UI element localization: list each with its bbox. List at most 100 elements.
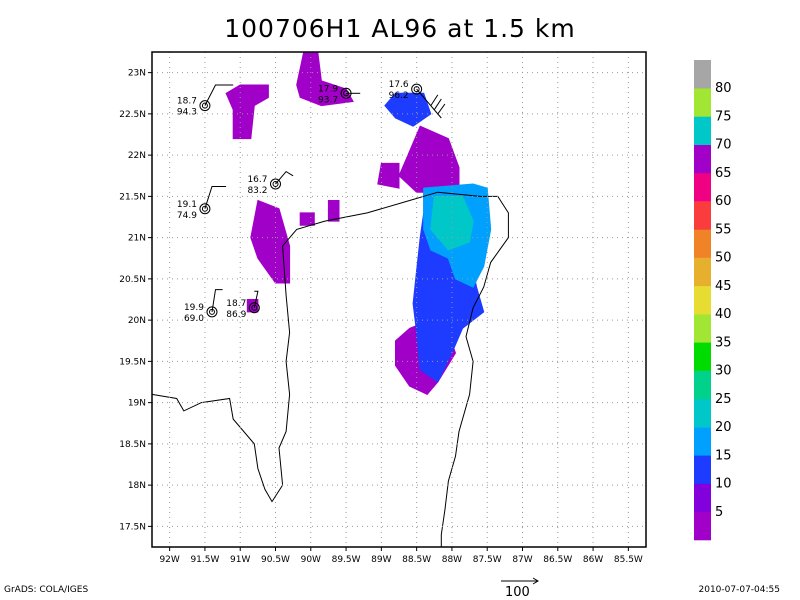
colorbar-label: 80 <box>715 81 732 96</box>
colorbar-swatch <box>694 144 711 174</box>
station-ring-outer <box>199 203 211 215</box>
grads-credit: GrADS: COLA/IGES <box>4 585 89 595</box>
station-ring-outer <box>199 100 211 112</box>
y-tick-label: 20.5N <box>119 275 146 285</box>
station-marker: 19.969.0 <box>184 289 223 324</box>
colorbar-swatch <box>694 511 711 541</box>
station-ring-outer <box>270 178 281 190</box>
wind-barb <box>204 84 234 106</box>
y-tick-label: 22.5N <box>119 110 146 120</box>
x-tick-label: 88.5W <box>402 555 431 565</box>
station-ring-inner <box>251 304 258 311</box>
colorbar-label: 10 <box>715 477 732 492</box>
x-tick-label: 87.5W <box>473 555 502 565</box>
station-temperature: 19.1 <box>177 200 197 210</box>
station-temperature: 16.7 <box>247 175 267 185</box>
station-ring-inner <box>208 308 215 315</box>
wind-barb-tick <box>433 98 442 110</box>
station-marker: 17.696.2 <box>389 80 446 119</box>
wind-barb <box>416 88 442 119</box>
colorbar-label: 20 <box>715 420 732 435</box>
x-tick-label: 89.5W <box>332 555 361 565</box>
x-tick-label: 87W <box>512 555 532 565</box>
station-ring-outer <box>411 83 423 95</box>
station-humidity: 96.2 <box>389 91 409 101</box>
colorbar-swatch <box>694 427 711 456</box>
colorbar-swatch <box>694 229 711 258</box>
plot-frame <box>151 51 647 548</box>
wind-barb <box>275 170 294 185</box>
colorbar-swatch <box>694 88 711 117</box>
station-humidity: 86.9 <box>226 310 246 320</box>
station-humidity: 93.7 <box>318 95 338 105</box>
colorbar-swatch <box>694 455 711 484</box>
colorbar-label: 65 <box>715 166 732 181</box>
colorbar-swatch <box>694 116 711 145</box>
colorbar-swatch <box>694 172 711 202</box>
wind-barb <box>253 290 259 308</box>
colorbar-swatch <box>694 285 711 315</box>
colorbar-swatch <box>694 60 711 89</box>
y-tick-label: 21.5N <box>119 192 146 202</box>
x-tick-label: 89W <box>371 555 391 565</box>
y-tick-label: 20N <box>128 316 146 326</box>
x-tick-label: 85.5W <box>614 555 643 565</box>
wind-barb <box>211 289 223 312</box>
station-temperature: 18.7 <box>226 299 246 309</box>
wind-region-5-10 <box>398 125 460 193</box>
station-ring-inner <box>201 205 208 212</box>
colorbar-label: 35 <box>715 335 732 350</box>
station-marker: 19.174.9 <box>177 186 227 221</box>
station-ring-outer <box>340 87 352 99</box>
station-marker: 17.993.7 <box>318 84 361 105</box>
wind-regions-layer <box>225 51 492 396</box>
station-layer: 18.794.317.993.717.696.216.783.219.174.9… <box>177 80 446 324</box>
wind-barb-tick <box>430 94 439 106</box>
reference-vector-arrow <box>501 577 539 585</box>
station-humidity: 94.3 <box>177 108 197 118</box>
colorbar-label: 70 <box>715 138 732 153</box>
station-ring-inner <box>343 90 350 97</box>
colorbar-label: 30 <box>715 364 732 379</box>
x-tick-label: 91.5W <box>190 555 219 565</box>
x-tick-label: 91W <box>230 555 250 565</box>
x-tick-label: 86.5W <box>543 555 572 565</box>
axis-labels-layer: 92W 91.5W 91W 90.5W 90W 89.5W 89W 88.5W 88W 87.5W… <box>119 69 643 565</box>
timestamp: 2010-07-07-04:55 <box>698 585 781 595</box>
wind-barb-tick <box>437 103 446 115</box>
station-ring-inner <box>201 102 208 109</box>
colorbar-swatch <box>694 398 711 428</box>
colorbar-label: 45 <box>715 279 732 294</box>
wind-region-5-10 <box>327 200 340 222</box>
station-temperature: 18.7 <box>177 97 197 107</box>
colorbar-label: 40 <box>715 307 732 322</box>
y-tick-label: 18N <box>128 481 146 491</box>
colorbar-swatch <box>694 314 711 343</box>
station-marker: 16.783.2 <box>247 170 294 196</box>
colorbar-swatch <box>694 370 711 400</box>
station-temperature: 17.6 <box>389 80 409 90</box>
coastline-layer <box>151 191 509 547</box>
wind-barb <box>204 186 227 209</box>
y-tick-label: 23N <box>128 69 146 79</box>
x-tick-label: 90.5W <box>261 555 290 565</box>
station-marker: 18.794.3 <box>177 84 234 118</box>
station-temperature: 17.9 <box>318 84 338 94</box>
wind-region-5-10 <box>299 212 315 226</box>
colorbar-swatch <box>694 483 711 512</box>
station-ring-inner <box>413 86 420 93</box>
x-tick-label: 90W <box>301 555 321 565</box>
y-tick-label: 17.5N <box>119 522 146 532</box>
colorbar-label: 50 <box>715 251 732 266</box>
y-tick-label: 19N <box>128 399 146 409</box>
colorbar-label: 15 <box>715 448 732 463</box>
coastline <box>151 191 509 547</box>
x-tick-label: 86W <box>583 555 603 565</box>
colorbar-label: 60 <box>715 194 732 209</box>
y-tick-label: 18.5N <box>119 440 146 450</box>
colorbar-swatch <box>694 342 711 371</box>
wind-region-10-15 <box>384 92 432 127</box>
wind-region-5-10 <box>377 162 400 189</box>
colorbar-swatch <box>694 201 711 230</box>
wind-region-5-10 <box>225 84 269 140</box>
